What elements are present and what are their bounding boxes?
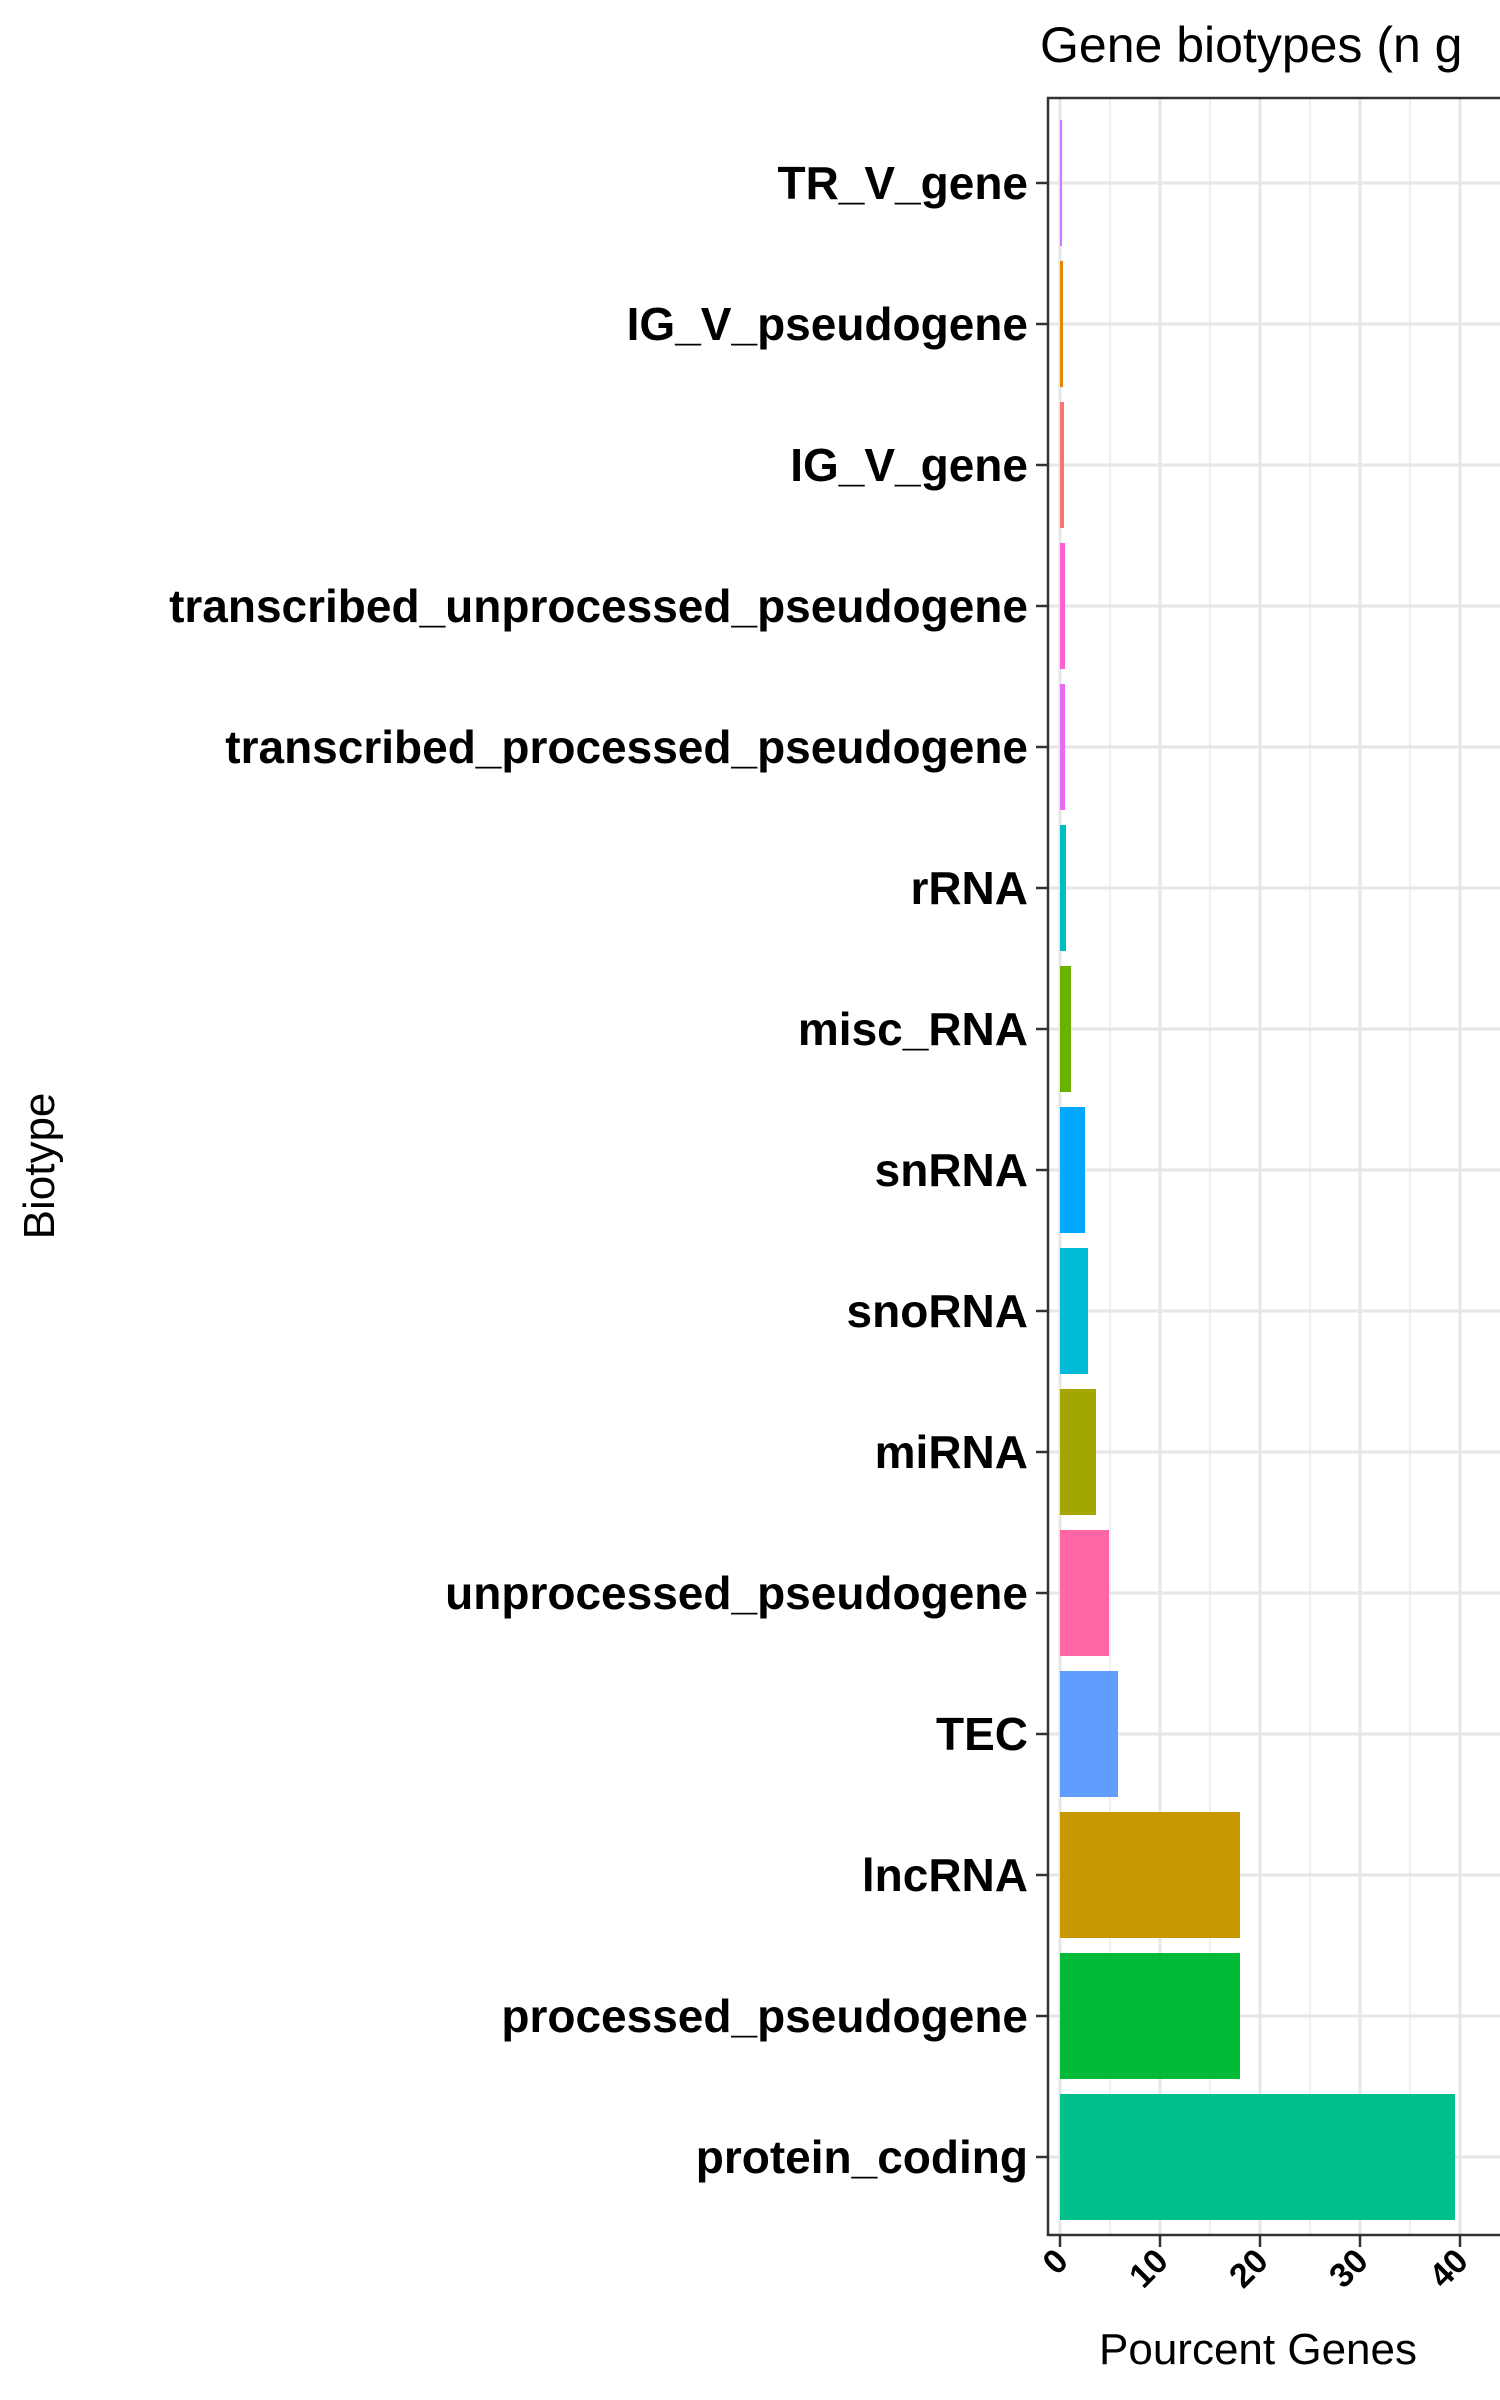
bar-TR_V_gene: [1060, 120, 1062, 246]
x-tick-label: 40: [1422, 2242, 1476, 2296]
category-label: TEC: [936, 1708, 1028, 1760]
x-tick-label: 0: [1035, 2242, 1075, 2282]
bar-processed_pseudogene: [1060, 1953, 1240, 2079]
bar-unprocessed_pseudogene: [1060, 1530, 1109, 1656]
category-label: protein_coding: [696, 2131, 1028, 2183]
bar-rRNA: [1060, 825, 1066, 951]
x-tick-label: 10: [1122, 2242, 1176, 2296]
chart-title: Gene biotypes (n g: [1040, 17, 1463, 73]
category-label: misc_RNA: [798, 1003, 1028, 1055]
y-axis-title: Biotype: [15, 1093, 64, 1240]
category-label: miRNA: [875, 1426, 1028, 1478]
category-label: transcribed_unprocessed_pseudogene: [169, 580, 1028, 632]
category-label: lncRNA: [862, 1849, 1028, 1901]
bar-transcribed_unprocessed_pseudogene: [1060, 543, 1065, 669]
bars: [1060, 120, 1455, 2220]
bar-protein_coding: [1060, 2094, 1455, 2220]
bar-snRNA: [1060, 1107, 1085, 1233]
x-axis-title: Pourcent Genes: [1099, 2325, 1417, 2374]
bar-TEC: [1060, 1671, 1118, 1797]
x-tick-label: 20: [1222, 2242, 1276, 2296]
category-label: unprocessed_pseudogene: [445, 1567, 1028, 1619]
bar-transcribed_processed_pseudogene: [1060, 684, 1065, 810]
bar-miRNA: [1060, 1389, 1096, 1515]
category-label: TR_V_gene: [777, 157, 1028, 209]
x-axis: 0 10 20 30 40: [1035, 2235, 1476, 2296]
bar-IG_V_gene: [1060, 402, 1064, 528]
category-label: transcribed_processed_pseudogene: [225, 721, 1028, 773]
category-label: snoRNA: [847, 1285, 1028, 1337]
plot-panel-border: [1046, 96, 1500, 2237]
bar-lncRNA: [1060, 1812, 1240, 1938]
category-label: snRNA: [875, 1144, 1028, 1196]
category-label: rRNA: [910, 862, 1028, 914]
category-label: IG_V_gene: [790, 439, 1028, 491]
y-axis: TR_V_gene IG_V_pseudogene IG_V_genetranscr…: [169, 157, 1048, 2183]
bar-snoRNA: [1060, 1248, 1088, 1374]
x-tick-label: 30: [1322, 2242, 1376, 2296]
bar-IG_V_pseudogene: [1060, 261, 1063, 387]
bar-misc_RNA: [1060, 966, 1071, 1092]
category-label: IG_V_pseudogene: [627, 298, 1028, 350]
category-label: processed_pseudogene: [501, 1990, 1028, 2042]
